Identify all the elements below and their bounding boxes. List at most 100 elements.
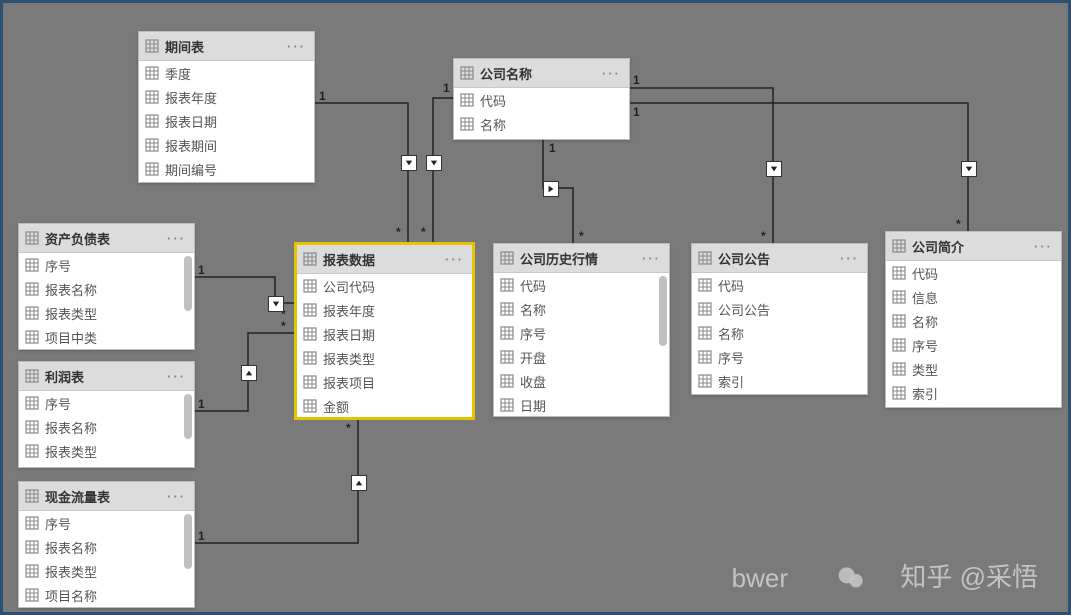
field-row[interactable]: 报表日期 [297,322,472,346]
field-row[interactable]: 报表期间 [139,133,314,157]
field-row[interactable]: 报表类型 [19,301,194,325]
field-row[interactable]: 科目名称 [19,463,194,468]
field-row[interactable]: 项目中类 [19,325,194,349]
field-icon [25,564,39,578]
field-icon [892,314,906,328]
table-more-button[interactable]: ··· [165,369,188,384]
field-row[interactable]: 报表类型 [19,559,194,583]
field-row[interactable]: 序号 [494,321,669,345]
field-row[interactable]: 报表名称 [19,277,194,301]
table-header[interactable]: 公司公告··· [692,244,867,273]
scrollbar[interactable] [659,276,667,346]
field-row[interactable]: 名称 [886,309,1061,333]
field-label: 类型 [912,360,938,379]
table-card-reportdata[interactable]: 报表数据···公司代码报表年度报表日期报表类型报表项目金额 [295,243,474,419]
field-row[interactable]: 公司公告 [692,297,867,321]
table-more-button[interactable]: ··· [640,251,663,266]
table-more-button[interactable]: ··· [165,489,188,504]
table-header[interactable]: 公司历史行情··· [494,244,669,273]
field-row[interactable]: 序号 [19,511,194,535]
field-row[interactable]: 序号 [19,391,194,415]
field-row[interactable]: 名称 [494,297,669,321]
table-more-button[interactable]: ··· [1032,239,1055,254]
field-row[interactable]: 报表类型 [297,346,472,370]
field-row[interactable]: 代码 [494,273,669,297]
table-card-profile[interactable]: 公司简介···代码信息名称序号类型索引 [885,231,1062,408]
table-more-button[interactable]: ··· [443,252,466,267]
table-card-balance[interactable]: 资产负债表··· 序号报表名称报表类型项目中类项目名称 [18,223,195,350]
table-card-cashflow[interactable]: 现金流量表···序号报表名称报表类型项目名称 [18,481,195,608]
field-icon [25,258,39,272]
field-row[interactable]: 日期 [494,393,669,417]
field-row[interactable]: 项目名称 [19,349,194,350]
field-row[interactable]: 报表项目 [297,370,472,394]
table-card-history[interactable]: 公司历史行情···代码名称序号开盘收盘日期最低 [493,243,670,417]
relationship-company-history[interactable] [543,138,573,243]
field-icon [25,306,39,320]
cardinality-label: * [579,229,584,243]
field-row[interactable]: 序号 [692,345,867,369]
cardinality-label: * [421,225,426,239]
table-header[interactable]: 期间表··· [139,32,314,61]
cardinality-label: * [346,421,351,435]
field-label: 序号 [45,256,71,275]
field-row[interactable]: 期间编号 [139,157,314,181]
table-card-income[interactable]: 利润表···序号报表名称报表类型科目名称 [18,361,195,468]
table-card-period[interactable]: 期间表···季度报表年度报表日期报表期间期间编号 [138,31,315,183]
field-row[interactable]: 序号 [886,333,1061,357]
relationship-company-profile[interactable] [628,103,968,231]
scrollbar[interactable] [184,514,192,569]
table-header[interactable]: 公司名称··· [454,59,629,88]
field-row[interactable]: 名称 [454,112,629,136]
field-row[interactable]: 名称 [692,321,867,345]
model-canvas[interactable]: bwer 知乎 @采悟 期间表···季度报表年度报表日期报表期间期间编号公司名称… [0,0,1071,615]
cardinality-label: * [396,225,401,239]
field-row[interactable]: 项目名称 [19,583,194,607]
field-row[interactable]: 公司代码 [297,274,472,298]
table-card-company[interactable]: 公司名称···代码名称 [453,58,630,140]
field-row[interactable]: 序号 [19,253,194,277]
field-row[interactable]: 代码 [692,273,867,297]
table-header[interactable]: 利润表··· [19,362,194,391]
field-icon [698,278,712,292]
table-body: 公司代码报表年度报表日期报表类型报表项目金额 [297,274,472,418]
table-more-button[interactable]: ··· [838,251,861,266]
cardinality-label: 1 [633,73,640,87]
field-row[interactable]: 报表日期 [139,109,314,133]
table-header[interactable]: 公司简介··· [886,232,1061,261]
field-row[interactable]: 索引 [692,369,867,393]
field-row[interactable]: 报表名称 [19,415,194,439]
table-card-announce[interactable]: 公司公告···代码公司公告名称序号索引 [691,243,868,395]
field-row[interactable]: 类型 [886,357,1061,381]
table-header[interactable]: 资产负债表··· [19,224,194,253]
field-row[interactable]: 收盘 [494,369,669,393]
table-more-button[interactable]: ··· [165,231,188,246]
table-more-button[interactable]: ··· [285,39,308,54]
field-icon [303,303,317,317]
field-row[interactable]: 索引 [886,381,1061,405]
field-icon [145,138,159,152]
field-row[interactable]: 报表名称 [19,535,194,559]
scrollbar[interactable] [184,394,192,439]
scrollbar[interactable] [184,256,192,311]
field-row[interactable]: 报表年度 [139,85,314,109]
table-more-button[interactable]: ··· [600,66,623,81]
field-row[interactable]: 季度 [139,61,314,85]
field-row[interactable]: 金额 [297,394,472,418]
relationship-company-announce[interactable] [628,88,773,243]
field-row[interactable]: 报表类型 [19,439,194,463]
relationship-income-report[interactable] [193,333,295,411]
table-header[interactable]: 报表数据··· [297,245,472,274]
relationship-cashflow-report[interactable] [193,415,358,543]
table-header[interactable]: 现金流量表··· [19,482,194,511]
field-row[interactable]: 信息 [886,285,1061,309]
relationship-company-report[interactable] [433,98,453,243]
cardinality-label: 1 [198,263,205,277]
field-row[interactable]: 代码 [454,88,629,112]
field-row[interactable]: 开盘 [494,345,669,369]
field-row[interactable]: 代码 [886,261,1061,285]
field-row[interactable]: 报表年度 [297,298,472,322]
table-title: 现金流量表 [45,487,165,506]
relationship-period-report[interactable] [313,103,408,243]
relationship-balance-report[interactable] [193,277,295,303]
